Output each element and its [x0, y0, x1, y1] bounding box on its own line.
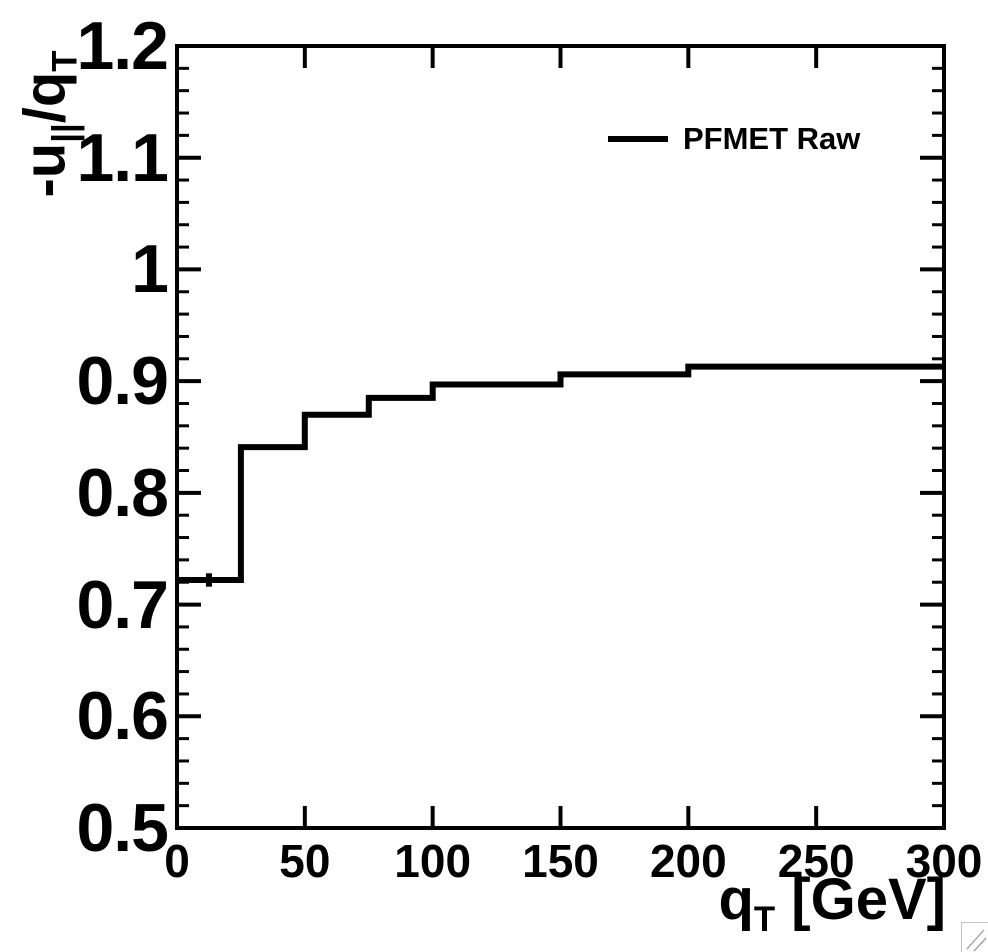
y-tick-label: 1	[131, 231, 169, 308]
legend: PFMET Raw	[608, 121, 860, 157]
canvas-resize-corner-handle[interactable]	[961, 922, 988, 952]
y-tick-label: 1.2	[76, 8, 169, 84]
histogram-step-line	[177, 363, 944, 583]
y-tick-label: 0.8	[76, 454, 169, 531]
x-axis-title: qT [GeV]	[718, 866, 946, 939]
y-tick-label: 0.5	[76, 790, 169, 866]
axis-title-subscript: T	[753, 899, 776, 939]
x-tick-label: 0	[164, 835, 190, 887]
x-tick-label: 200	[649, 835, 727, 887]
y-tick-label: 0.9	[76, 343, 169, 420]
x-tick-label: 150	[522, 835, 599, 887]
legend-line-sample	[608, 136, 668, 142]
legend-entry-label: PFMET Raw	[683, 121, 861, 156]
y-tick-label: 0.6	[76, 678, 169, 755]
x-tick-label: 100	[394, 835, 472, 887]
resize-grip-icon	[966, 929, 987, 952]
x-tick-label: 300	[905, 835, 983, 887]
axis-title-text: [GeV]	[775, 867, 946, 932]
x-tick-label: 50	[279, 835, 331, 887]
y-tick-label: 0.7	[76, 566, 169, 643]
axis-title-text: q	[718, 867, 754, 932]
x-tick-label: 250	[777, 835, 855, 887]
y-tick-label: 1.1	[76, 119, 169, 196]
plot-frame	[175, 44, 946, 830]
